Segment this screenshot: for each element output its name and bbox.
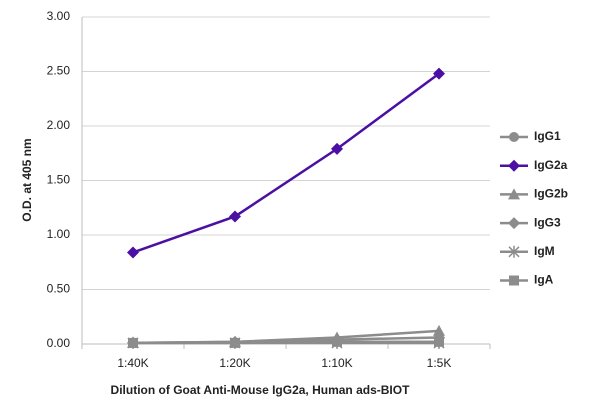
- series-line: [133, 340, 439, 345]
- y-tick-label: 3.00: [47, 9, 71, 23]
- y-tick-label: 0.00: [47, 336, 71, 350]
- marker: [508, 188, 520, 200]
- marker: [331, 142, 343, 155]
- marker: [128, 337, 138, 348]
- marker: [332, 336, 342, 347]
- y-axis-label: O.D. at 405 nm: [20, 138, 34, 221]
- x-tick-label: 1:40K: [117, 356, 148, 370]
- x-tick-label: 1:5K: [427, 356, 452, 370]
- marker: [433, 324, 445, 336]
- legend-label: IgG2a: [534, 158, 568, 172]
- marker: [127, 246, 139, 259]
- y-tick-label: 2.50: [47, 64, 71, 78]
- marker: [509, 132, 519, 142]
- x-tick-label: 1:10K: [321, 356, 352, 370]
- legend-label: IgG2b: [534, 187, 568, 201]
- marker: [508, 217, 520, 230]
- marker: [434, 336, 444, 347]
- marker: [230, 337, 240, 348]
- marker: [229, 210, 241, 223]
- y-tick-label: 1.50: [47, 173, 71, 187]
- series-line: [132, 72, 440, 254]
- x-axis-label: Dilution of Goat Anti-Mouse IgG2a, Human…: [111, 383, 411, 397]
- marker: [509, 275, 519, 286]
- y-tick-label: 1.00: [47, 227, 71, 241]
- y-tick-label: 0.50: [47, 282, 71, 296]
- legend-label: IgA: [534, 273, 554, 287]
- marker: [508, 245, 520, 258]
- legend-label: IgG3: [534, 215, 561, 229]
- legend-label: IgM: [534, 244, 555, 258]
- y-tick-label: 2.00: [47, 118, 71, 132]
- x-tick-label: 1:20K: [219, 356, 250, 370]
- marker: [508, 159, 520, 172]
- marker: [433, 67, 445, 80]
- legend-label: IgG1: [534, 129, 561, 143]
